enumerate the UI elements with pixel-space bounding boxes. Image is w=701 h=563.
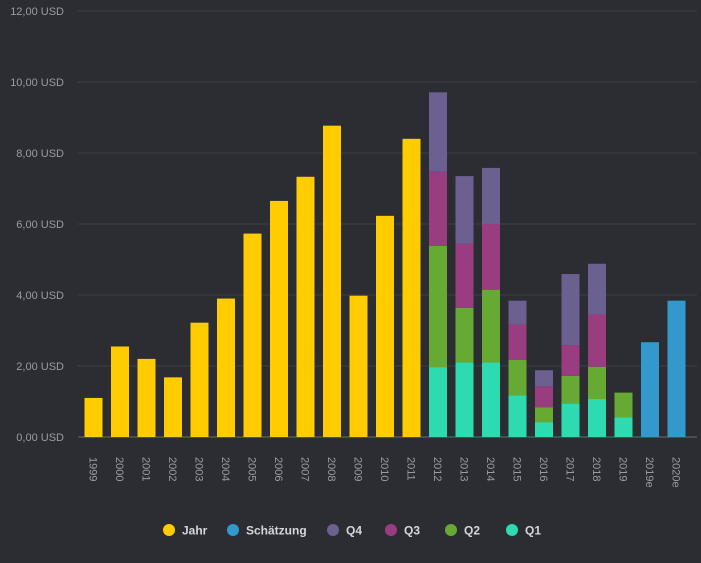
x-tick-label: 2000 [113,457,125,481]
bar-q3-2018[interactable] [588,314,606,367]
y-tick-label: 10,00 USD [10,77,64,89]
bar-jahr-2005[interactable] [243,233,262,437]
legend-label: Q1 [525,524,541,538]
bar-schaetzung-2019e[interactable] [641,342,659,437]
x-tick-label: 2018 [590,457,602,481]
bar-jahr-1999[interactable] [84,397,103,437]
bar-jahr-2008[interactable] [323,125,341,437]
y-tick-label: 2,00 USD [16,361,64,373]
bar-jahr-2006[interactable] [270,200,288,437]
y-tick-label: 6,00 USD [16,219,64,231]
x-tick-label: 2012 [431,457,443,481]
x-tick-label: 2015 [511,457,523,481]
legend-item-q3[interactable]: Q3 [385,524,420,538]
legend-item-jahr[interactable]: Jahr [163,524,208,538]
bar-q1-2014[interactable] [482,362,500,437]
legend-label: Jahr [182,524,208,538]
bar-q3-2016[interactable] [535,386,553,408]
bar-q4-2014[interactable] [482,167,500,224]
bar-jahr-2011[interactable] [402,138,421,438]
bar-jahr-2003[interactable] [190,322,209,437]
bar-q4-2018[interactable] [588,263,606,315]
legend-swatch [327,524,339,536]
legend-item-schaetzung[interactable]: Schätzung [227,524,307,538]
bar-q2-2017[interactable] [561,375,580,404]
x-tick-label: 2006 [272,457,284,481]
bar-q4-2015[interactable] [508,300,527,325]
bar-jahr-2009[interactable] [349,295,368,437]
x-tick-label: 2002 [166,457,178,481]
x-tick-label: 2010 [378,457,390,481]
x-tick-label: 2005 [246,457,258,481]
x-tick-label: 2008 [325,457,337,481]
bar-layer [84,92,686,438]
legend-label: Schätzung [246,524,307,538]
bar-q2-2016[interactable] [535,407,553,423]
legend-swatch [227,524,239,536]
bar-q2-2013[interactable] [455,307,474,363]
x-tick-label: 2019e [643,457,655,488]
bar-jahr-2010[interactable] [376,215,394,437]
x-tick-label: 2017 [564,457,576,481]
grid-layer: 0,00 USD 2,00 USD 4,00 USD 6,00 USD 8,00 USD… [10,6,697,444]
x-tick-label: 2016 [537,457,549,481]
y-tick-label: 12,00 USD [10,6,64,18]
bar-q1-2016[interactable] [535,422,553,437]
bar-jahr-2000[interactable] [111,346,129,437]
bar-q2-2019[interactable] [614,392,633,418]
legend-swatch [445,524,457,536]
bar-q3-2013[interactable] [455,243,474,308]
y-tick-label: 4,00 USD [16,290,64,302]
bar-q2-2018[interactable] [588,366,606,400]
bar-q2-2012[interactable] [429,246,447,368]
legend-item-q4[interactable]: Q4 [327,524,362,538]
bar-q1-2012[interactable] [429,367,447,437]
bar-q3-2015[interactable] [508,324,527,360]
bar-q1-2015[interactable] [508,395,527,437]
y-tick-label: 8,00 USD [16,148,64,160]
legend-item-q2[interactable]: Q2 [445,524,480,538]
x-tick-label: 2003 [193,457,205,481]
x-tick-label: 2019 [617,457,629,481]
bar-jahr-2001[interactable] [137,358,156,437]
legend-swatch [385,524,397,536]
bar-q1-2017[interactable] [561,403,580,437]
bar-q4-2017[interactable] [561,274,580,346]
bar-jahr-2004[interactable] [217,298,235,437]
x-tick-label: 1999 [87,457,99,481]
bar-q2-2014[interactable] [482,289,500,363]
x-axis: 1999 2000 2001 2002 2003 2004 2005 2006 2007 2008… [87,457,682,488]
bar-q3-2012[interactable] [429,171,447,247]
x-tick-label: 2020e [670,457,682,488]
legend-label: Q2 [464,524,480,538]
y-tick-label: 0,00 USD [16,432,64,444]
bar-q1-2019[interactable] [614,417,633,437]
bar-schaetzung-2020e[interactable] [667,300,686,437]
legend-swatch [506,524,518,536]
legend-label: Q3 [404,524,420,538]
bar-q1-2018[interactable] [588,399,606,437]
bar-q4-2016[interactable] [535,370,553,387]
bar-q1-2013[interactable] [455,362,474,437]
bar-q3-2014[interactable] [482,224,500,290]
x-tick-label: 2001 [140,457,152,481]
x-tick-label: 2014 [484,457,496,481]
bar-q4-2013[interactable] [455,176,474,244]
x-tick-label: 2013 [458,457,470,481]
legend-swatch [163,524,175,536]
legend[interactable]: Jahr Schätzung Q4 Q3 Q2 Q1 [163,524,541,538]
bar-q2-2015[interactable] [508,359,527,396]
bar-jahr-2002[interactable] [164,377,182,437]
bar-q4-2012[interactable] [429,92,447,172]
legend-label: Q4 [346,524,362,538]
x-tick-label: 2007 [299,457,311,481]
x-tick-label: 2009 [352,457,364,481]
bar-q3-2017[interactable] [561,345,580,376]
bar-jahr-2007[interactable] [296,176,315,437]
x-tick-label: 2004 [219,457,231,481]
x-tick-label: 2011 [405,457,417,481]
legend-item-q1[interactable]: Q1 [506,524,541,538]
